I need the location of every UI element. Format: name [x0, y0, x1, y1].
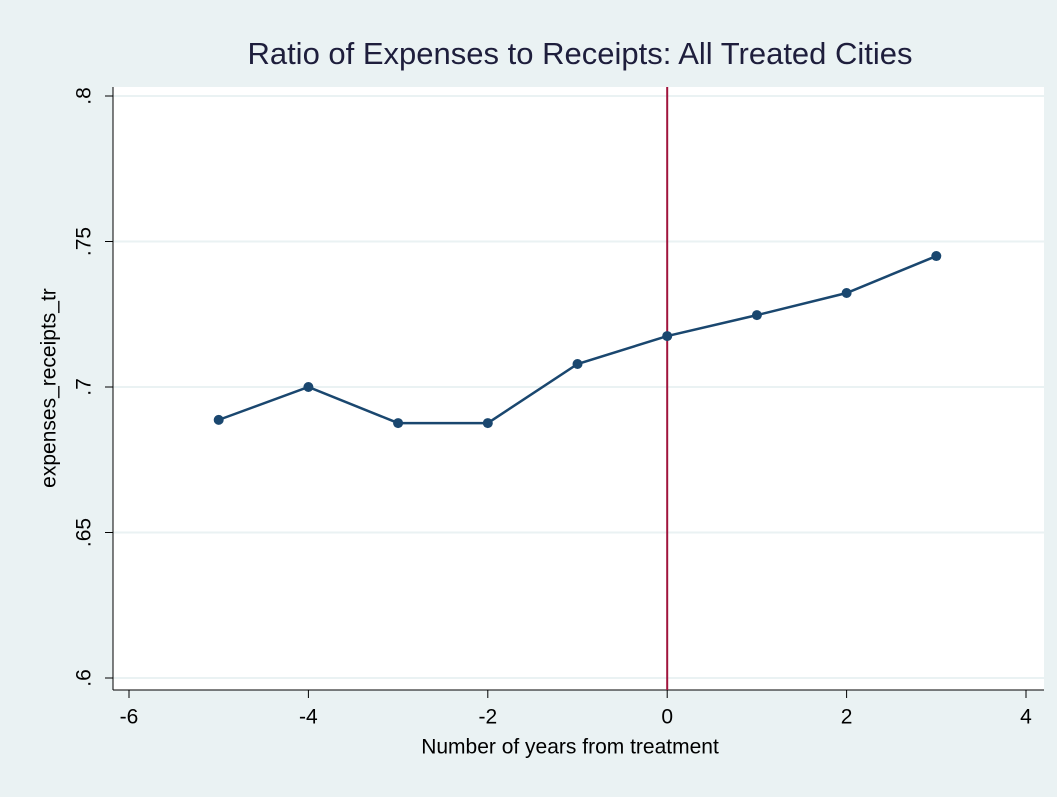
- data-point: [751, 310, 762, 321]
- data-point: [393, 418, 404, 429]
- data-point: [931, 251, 942, 262]
- y-tick-label: .6: [73, 669, 96, 687]
- y-tick-label: .7: [73, 378, 96, 396]
- data-point: [662, 331, 673, 342]
- data-point: [303, 382, 314, 392]
- x-axis-label: Number of years from treatment: [421, 736, 719, 759]
- x-tick-label: -4: [299, 706, 318, 729]
- x-tick-label: -6: [120, 706, 139, 729]
- data-point: [482, 418, 493, 429]
- x-tick-label: 0: [661, 706, 673, 729]
- y-tick-label: .65: [73, 518, 96, 547]
- data-point: [213, 414, 224, 425]
- y-tick-label: .8: [73, 87, 96, 105]
- data-point: [841, 288, 852, 299]
- data-point: [572, 359, 583, 370]
- y-axis-label: expenses_receipts_tr: [38, 288, 61, 488]
- plot-area: [113, 87, 1044, 690]
- y-tick-label: .75: [73, 227, 96, 256]
- chart-title: Ratio of Expenses to Receipts: All Treat…: [247, 36, 912, 71]
- x-tick-label: 2: [841, 706, 853, 729]
- x-tick-label: 4: [1020, 706, 1032, 729]
- x-tick-label: -2: [478, 706, 497, 729]
